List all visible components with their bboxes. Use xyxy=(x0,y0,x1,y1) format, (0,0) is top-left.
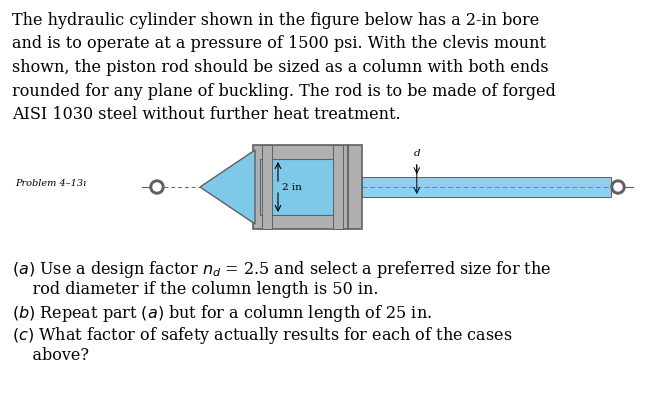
Bar xyxy=(253,145,348,229)
Text: d: d xyxy=(413,149,420,158)
Bar xyxy=(333,145,343,229)
Text: The hydraulic cylinder shown in the figure below has a 2-in bore
and is to opera: The hydraulic cylinder shown in the figu… xyxy=(12,12,556,123)
Text: $(c)$ What factor of safety actually results for each of the cases: $(c)$ What factor of safety actually res… xyxy=(12,325,513,346)
Bar xyxy=(262,145,272,229)
Circle shape xyxy=(150,180,164,194)
Text: Problem 4–13ı: Problem 4–13ı xyxy=(15,179,86,189)
Text: $(b)$ Repeat part $(a)$ but for a column length of 25 in.: $(b)$ Repeat part $(a)$ but for a column… xyxy=(12,303,432,324)
Polygon shape xyxy=(200,150,255,224)
Bar xyxy=(260,159,341,215)
Text: above?: above? xyxy=(12,347,89,364)
Circle shape xyxy=(611,180,625,194)
Text: 2 in: 2 in xyxy=(282,183,302,191)
Text: rod diameter if the column length is 50 in.: rod diameter if the column length is 50 … xyxy=(12,281,378,298)
Bar xyxy=(362,177,611,197)
Bar xyxy=(348,145,362,229)
Circle shape xyxy=(614,183,622,191)
Text: $(a)$ Use a design factor $n_d$ = 2.5 and select a preferred size for the: $(a)$ Use a design factor $n_d$ = 2.5 an… xyxy=(12,259,552,280)
Circle shape xyxy=(153,183,161,191)
